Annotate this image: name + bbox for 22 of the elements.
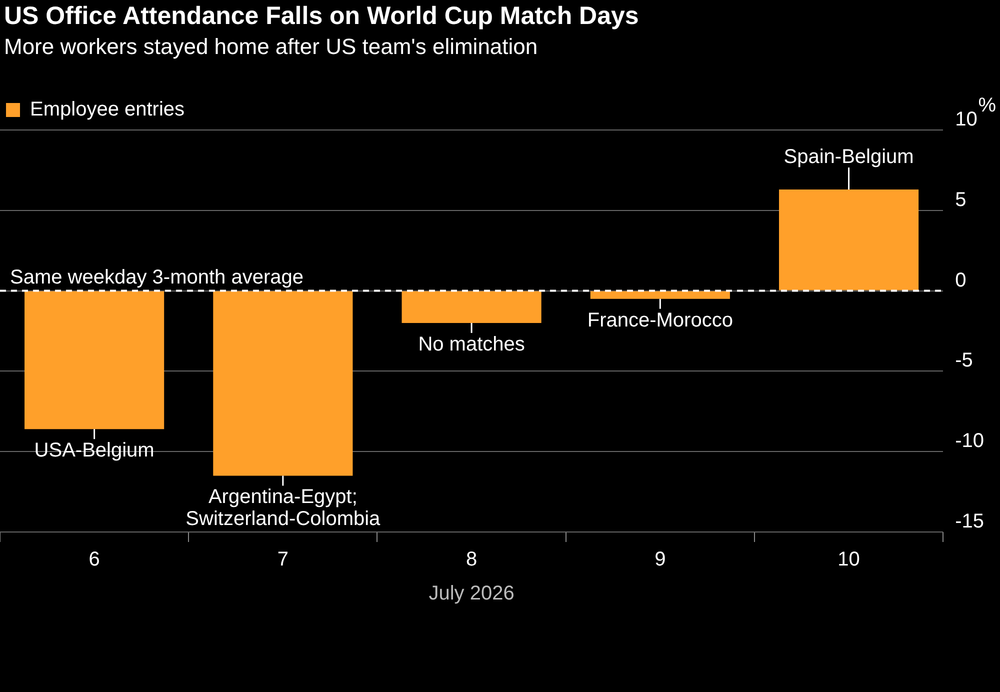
y-axis-title: %	[978, 94, 996, 117]
ref-line-label: Same weekday 3-month average	[10, 266, 304, 288]
y-tick-label: 10	[955, 108, 978, 131]
chart-title: US Office Attendance Falls on World Cup Match Days	[4, 2, 639, 31]
y-tick-label: -15	[955, 510, 984, 533]
y-tick-label: -5	[955, 350, 973, 372]
x-tick-label: 6	[88, 548, 100, 571]
annotation: Argentina-Egypt; Switzerland-Colombia	[186, 486, 382, 530]
legend-label: Employee entries	[30, 98, 185, 121]
annotation: Spain-Belgium	[784, 146, 914, 168]
y-tick-label: -10	[955, 430, 984, 452]
annotation: France-Morocco	[587, 309, 733, 332]
chart-subtitle: More workers stayed home after US team's elimination	[4, 34, 538, 60]
x-tick-label: 9	[654, 548, 666, 571]
annotation: No matches	[418, 333, 525, 356]
x-axis-title: July 2026	[428, 582, 514, 605]
x-tick-label: 10	[838, 548, 860, 571]
x-tick-label: 7	[277, 548, 288, 571]
annotation: USA-Belgium	[34, 440, 154, 462]
y-tick-label: 5	[955, 188, 966, 211]
x-tick-label: 8	[466, 548, 478, 571]
y-tick-label: 0	[955, 269, 966, 292]
